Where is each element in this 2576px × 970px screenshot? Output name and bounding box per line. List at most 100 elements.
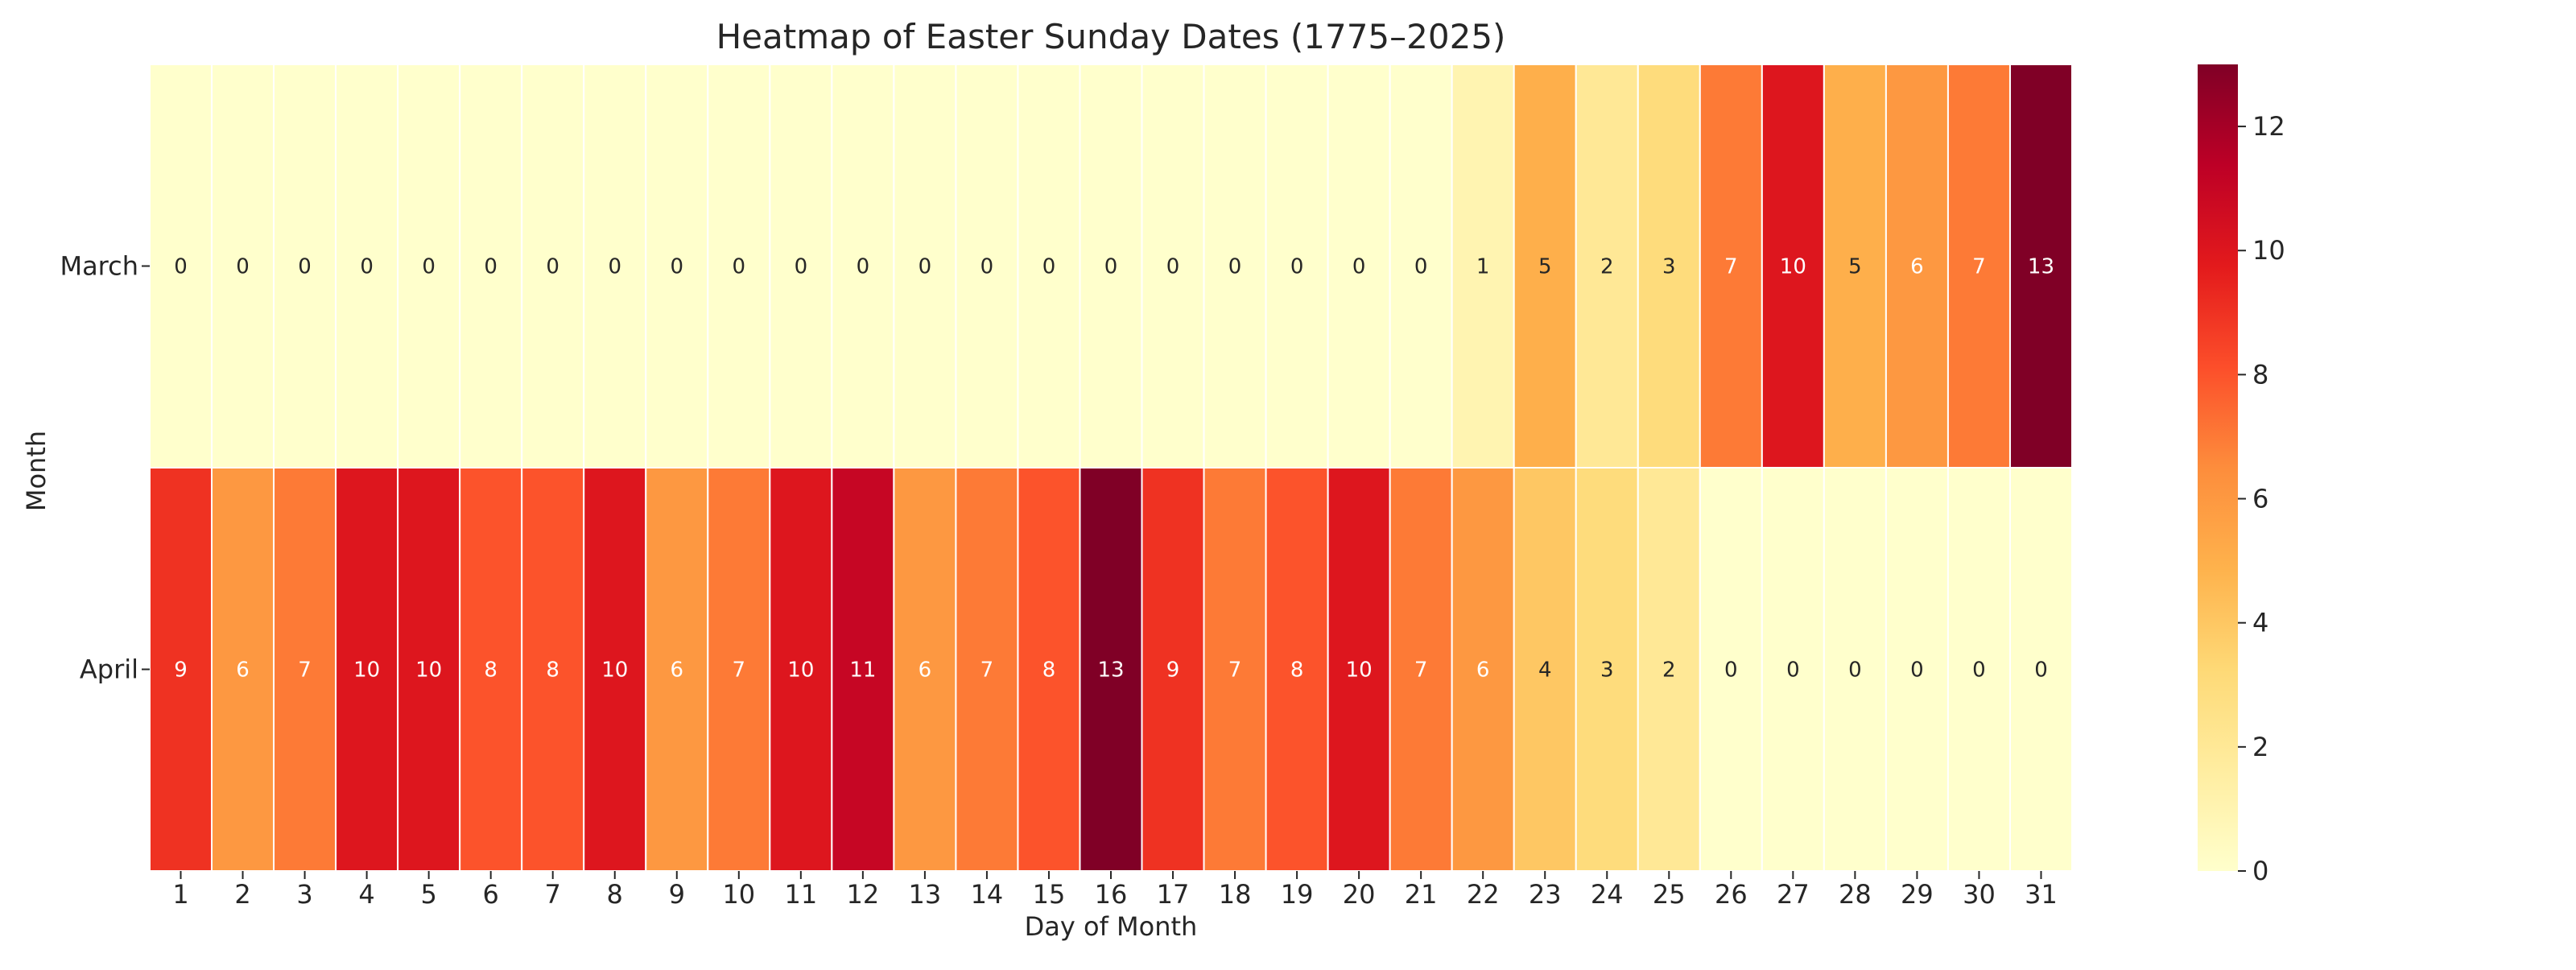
cell-value-label: 0: [546, 255, 559, 279]
heatmap-cell: [1946, 467, 2011, 872]
heatmap-cell: [583, 64, 647, 468]
heatmap-cell: [1761, 64, 1825, 468]
cell-value-label: 0: [733, 255, 746, 279]
cell-value-label: 4: [1538, 658, 1552, 683]
heatmap-cells: [149, 64, 2074, 872]
heatmap-cell: [1079, 467, 1143, 872]
heatmap-cell: [1389, 64, 1453, 468]
y-axis: March April: [60, 251, 150, 685]
heatmap-cell: [1575, 467, 1639, 872]
heatmap-cell: [521, 467, 585, 872]
x-tick-label: 15: [1033, 879, 1066, 910]
cell-value-label: 0: [236, 255, 250, 279]
heatmap-cell-labels: 0 0 0 0 0 0 0 0 0 0 0 0 0 0 0 0 0 0 0 0 0 1 5 2 3 7 10 5 6 7 13 9 6 7 10 10…: [174, 255, 2054, 683]
x-tick-label: 26: [1715, 879, 1748, 910]
heatmap-cell: [769, 467, 833, 872]
cell-value-label: 7: [980, 658, 994, 683]
x-tick-label: 16: [1095, 879, 1128, 910]
x-tick-label: 4: [358, 879, 374, 910]
x-tick-label: 8: [607, 879, 623, 910]
cell-value-label: 13: [1097, 658, 1124, 683]
cell-value-label: 7: [1228, 658, 1242, 683]
heatmap-cell: [1327, 467, 1391, 872]
cell-value-label: 0: [174, 255, 188, 279]
x-tick-label: 25: [1653, 879, 1686, 910]
x-tick-label: 7: [545, 879, 561, 910]
cell-value-label: 1: [1476, 255, 1490, 279]
x-tick-label: 10: [722, 879, 755, 910]
cell-value-label: 9: [1166, 658, 1180, 683]
x-tick-label: 30: [1963, 879, 1996, 910]
x-tick-label: 23: [1529, 879, 1562, 910]
heatmap-cell: [707, 64, 771, 468]
heatmap-cell: [459, 467, 523, 872]
cell-value-label: 0: [1724, 658, 1738, 683]
x-axis: 1 2 3 4 5 6 7 8 9 10 11 12 13 14 15 16 17 18 19 20 21 22 23 24 2…: [172, 871, 2058, 910]
x-tick-label: 24: [1591, 879, 1624, 910]
cell-value-label: 0: [1228, 255, 1242, 279]
x-tick-label: 27: [1777, 879, 1810, 910]
heatmap-cell: [211, 64, 275, 468]
x-tick-label: 20: [1343, 879, 1376, 910]
heatmap-cell: [1079, 64, 1143, 468]
x-tick-label: 18: [1219, 879, 1252, 910]
x-tick-label: 17: [1157, 879, 1190, 910]
x-tick-label: 3: [296, 879, 312, 910]
heatmap-cell: [1451, 64, 1515, 468]
x-tick-label: 1: [172, 879, 188, 910]
cell-value-label: 7: [1972, 255, 1986, 279]
heatmap-cell: [2008, 64, 2074, 468]
x-axis-label: Day of Month: [1025, 911, 1198, 942]
cell-value-label: 2: [1600, 255, 1614, 279]
cell-value-label: 5: [1848, 255, 1862, 279]
heatmap-cell: [1141, 467, 1205, 872]
heatmap-cell: [149, 64, 213, 468]
heatmap-cell: [335, 64, 399, 468]
cell-value-label: 0: [484, 255, 497, 279]
cell-value-label: 7: [733, 658, 746, 683]
cell-value-label: 0: [608, 255, 621, 279]
cell-value-label: 6: [1910, 255, 1924, 279]
x-tick-label: 21: [1405, 879, 1438, 910]
colorbar-gradient: [2198, 64, 2238, 871]
cell-value-label: 6: [919, 658, 932, 683]
cell-value-label: 0: [857, 255, 870, 279]
heatmap-cell: [1451, 467, 1515, 872]
x-tick-label: 31: [2025, 879, 2058, 910]
cell-value-label: 7: [1724, 255, 1738, 279]
colorbar-tick-label: 12: [2252, 111, 2285, 142]
cell-value-label: 10: [1346, 658, 1373, 683]
cell-value-label: 8: [1042, 658, 1056, 683]
colorbar-tick-label: 8: [2252, 359, 2268, 390]
x-tick-label: 12: [847, 879, 880, 910]
heatmap-cell: [1265, 467, 1329, 872]
heatmap-cell: [1017, 467, 1081, 872]
heatmap-cell: [397, 467, 461, 872]
cell-value-label: 0: [1786, 658, 1800, 683]
heatmap-cell: [831, 467, 895, 872]
cell-value-label: 7: [1414, 658, 1428, 683]
cell-value-label: 0: [1848, 658, 1862, 683]
cell-value-label: 8: [546, 658, 559, 683]
colorbar-tick-label: 2: [2252, 732, 2268, 762]
x-tick-label: 5: [420, 879, 436, 910]
heatmap-cell: [1327, 64, 1391, 468]
cell-value-label: 8: [1290, 658, 1304, 683]
heatmap-cell: [583, 467, 647, 872]
cell-value-label: 0: [422, 255, 436, 279]
cell-value-label: 7: [298, 658, 312, 683]
y-tick-label: April: [80, 654, 138, 685]
cell-value-label: 5: [1538, 255, 1552, 279]
heatmap-cell: [1513, 64, 1577, 468]
heatmap-cell: [645, 467, 709, 872]
x-tick-label: 9: [669, 879, 685, 910]
x-tick-label: 2: [234, 879, 250, 910]
x-tick-label: 28: [1839, 879, 1872, 910]
cell-value-label: 0: [795, 255, 808, 279]
y-axis-label: Month: [21, 431, 52, 511]
heatmap-cell: [1823, 467, 1887, 872]
colorbar-tick-label: 10: [2252, 235, 2285, 266]
heatmap-cell: [1203, 64, 1267, 468]
